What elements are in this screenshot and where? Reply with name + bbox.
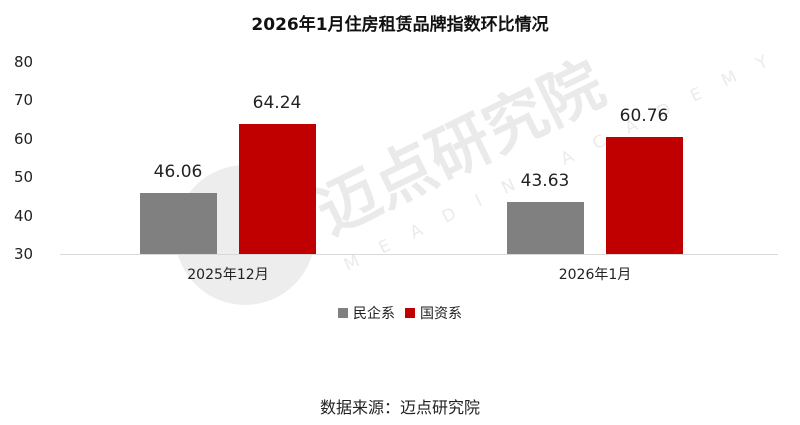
x-category-label: 2026年1月 (558, 267, 632, 283)
y-tick-30: 30 (14, 245, 34, 263)
legend: 民企系 国资系 (0, 303, 800, 323)
data-label: 64.24 (252, 93, 302, 113)
legend-swatch-red-icon (405, 308, 415, 318)
legend-swatch-gray-icon (338, 308, 348, 318)
bar-guozi-2026-01 (606, 137, 683, 254)
x-axis-line (60, 254, 778, 255)
bar-guozi-2025-12 (239, 124, 316, 254)
y-tick-40: 40 (14, 207, 34, 225)
x-category-label: 2025年12月 (187, 267, 269, 283)
legend-label: 国资系 (420, 306, 462, 322)
y-tick-70: 70 (14, 91, 34, 109)
data-source: 数据来源：迈点研究院 (319, 398, 480, 417)
legend-item-minqi: 民企系 (338, 303, 395, 323)
data-label: 60.76 (619, 106, 669, 126)
legend-item-guozi: 国资系 (405, 303, 462, 323)
chart-title: 2026年1月住房租赁品牌指数环比情况 (251, 15, 549, 35)
y-tick-80: 80 (14, 53, 34, 71)
data-label: 46.06 (153, 162, 203, 182)
bar-minqi-2025-12 (140, 193, 217, 254)
legend-label: 民企系 (353, 306, 395, 322)
y-tick-60: 60 (14, 130, 34, 148)
y-tick-50: 50 (14, 168, 34, 186)
bar-minqi-2026-01 (507, 202, 584, 254)
data-label: 43.63 (520, 171, 570, 191)
